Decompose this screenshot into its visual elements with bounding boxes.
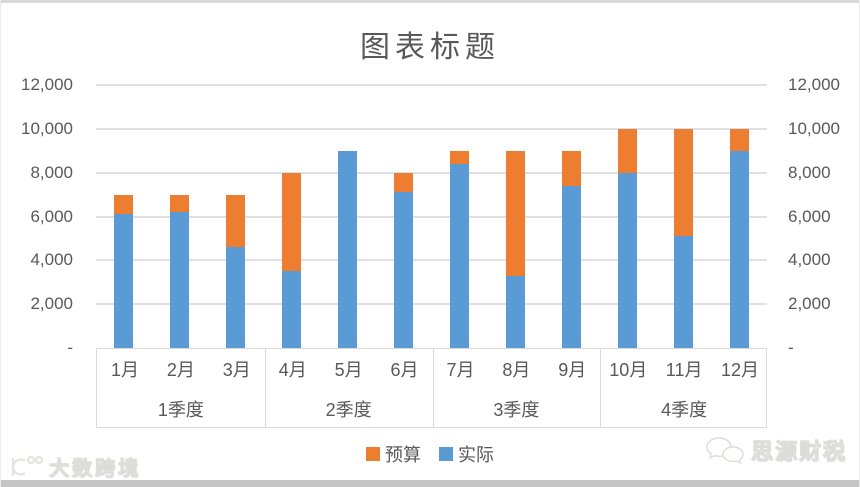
chart-legend: 预算 实际 <box>1 442 859 466</box>
x-axis-quarter-label: 3季度 <box>493 400 540 420</box>
bar-segment-actual <box>170 212 190 348</box>
y-axis-left-label: 4,000 <box>30 250 73 270</box>
quarter-separator <box>432 349 434 427</box>
bar-segment-budget <box>729 128 749 151</box>
y-axis-right-label: 12,000 <box>788 75 840 94</box>
y-axis-right-label: 6,000 <box>788 206 831 226</box>
y-axis-right-label: 8,000 <box>788 162 831 182</box>
x-axis-month-label: 1月 <box>110 360 139 380</box>
bar-segment-budget <box>394 172 414 193</box>
y-axis-right-label: 2,000 <box>788 294 831 314</box>
x-axis-month-label: 12月 <box>721 360 760 380</box>
bar-segment-actual <box>617 172 637 348</box>
chart-title: 图表标题 <box>360 31 500 64</box>
bar-segment-actual <box>282 271 302 348</box>
y-gridline <box>96 127 767 130</box>
y-axis-left-label: 6,000 <box>30 206 73 226</box>
y-axis-right-label: 4,000 <box>788 250 831 270</box>
bar-segment-budget <box>170 194 190 213</box>
y-axis-right-label: 10,000 <box>788 118 840 138</box>
y-axis-left-label: 8,000 <box>30 162 73 182</box>
x-axis-month-label: 6月 <box>390 360 419 380</box>
y-gridline <box>96 84 767 86</box>
bar-segment-actual <box>394 192 414 348</box>
x-axis-month-label: 8月 <box>502 360 531 380</box>
quarter-separator <box>264 349 266 427</box>
legend-label: 预算 <box>385 445 421 465</box>
image-bottom-strip <box>1 480 859 487</box>
x-axis-quarter-label: 1季度 <box>157 400 204 420</box>
bar-segment-budget <box>673 128 693 237</box>
bar-segment-actual <box>673 236 693 348</box>
bar-segment-budget <box>226 194 246 248</box>
x-axis-quarter-label: 4季度 <box>661 400 708 420</box>
bar-segment-budget <box>449 150 469 164</box>
x-axis-month-label: 2月 <box>166 360 195 380</box>
y-axis-left-label: 12,000 <box>21 75 73 94</box>
y-axis-left-label: 10,000 <box>21 118 73 138</box>
x-axis-table: 1月 2月 3月 4月 5月 6月 7月 8月 9月 10月 11月 12月 1季度 2季度 3季度 4季度 <box>96 348 767 428</box>
bar-segment-budget <box>505 150 525 276</box>
legend-item: 实际 <box>439 441 494 467</box>
legend-swatch <box>439 447 453 461</box>
y-gridline <box>96 303 767 306</box>
legend-label: 实际 <box>458 445 494 465</box>
legend-swatch <box>366 447 380 461</box>
y-gridline <box>96 171 767 174</box>
bar-segment-budget <box>282 172 302 272</box>
y-axis-left-label: 2,000 <box>30 294 73 314</box>
x-axis-quarter-label: 2季度 <box>325 400 372 420</box>
bar-segment-actual <box>338 150 358 348</box>
bar-segment-actual <box>449 163 469 348</box>
bar-segment-budget <box>114 194 134 215</box>
quarter-separator <box>600 349 602 427</box>
bar-segment-actual <box>561 185 581 348</box>
bar-segment-budget <box>617 128 637 173</box>
x-axis-month-label: 5月 <box>334 360 363 380</box>
x-axis-month-label: 3月 <box>222 360 251 380</box>
x-axis-month-label: 11月 <box>665 360 703 380</box>
y-gridline <box>96 215 767 218</box>
x-axis-month-label: 7月 <box>446 360 475 380</box>
legend-item: 预算 <box>366 441 421 467</box>
bar-segment-actual <box>505 275 525 348</box>
y-axis-left-label: - <box>67 338 73 357</box>
x-axis-month-label: 9月 <box>558 360 587 380</box>
y-axis-right-label: - <box>788 338 794 357</box>
y-gridline <box>96 259 767 262</box>
bar-segment-actual <box>729 150 749 348</box>
x-axis-month-label: 10月 <box>609 360 648 380</box>
bar-segment-actual <box>114 214 134 348</box>
bar-segment-budget <box>561 150 581 186</box>
image-top-border <box>1 0 859 3</box>
x-axis-month-label: 4月 <box>278 360 307 380</box>
bar-segment-actual <box>226 247 246 348</box>
